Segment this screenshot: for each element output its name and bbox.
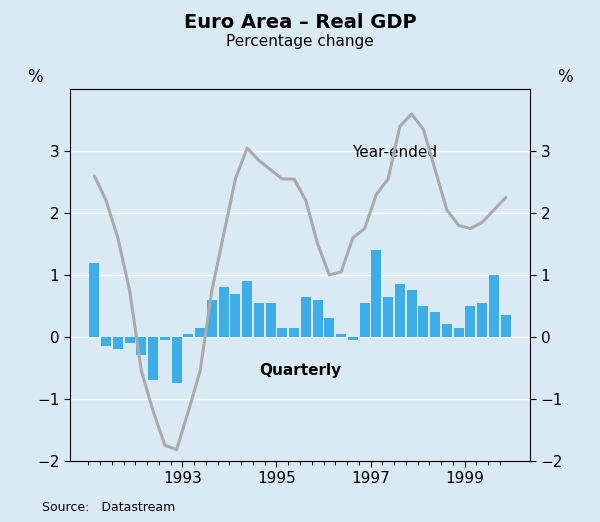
Bar	[442, 325, 452, 337]
Bar	[336, 334, 346, 337]
Bar	[113, 337, 123, 349]
Bar	[395, 284, 405, 337]
Bar	[136, 337, 146, 355]
Bar	[207, 300, 217, 337]
Bar	[301, 296, 311, 337]
Bar	[254, 303, 264, 337]
Bar	[371, 250, 382, 337]
Bar	[148, 337, 158, 380]
Text: Euro Area – Real GDP: Euro Area – Real GDP	[184, 13, 416, 32]
Text: Percentage change: Percentage change	[226, 34, 374, 49]
Bar	[277, 328, 287, 337]
Text: Year-ended: Year-ended	[352, 146, 437, 160]
Bar	[477, 303, 487, 337]
Bar	[125, 337, 134, 343]
Bar	[289, 328, 299, 337]
Bar	[89, 263, 99, 337]
Text: Quarterly: Quarterly	[259, 363, 341, 378]
Bar	[313, 300, 323, 337]
Bar	[101, 337, 111, 346]
Bar	[418, 306, 428, 337]
Bar	[184, 334, 193, 337]
Bar	[466, 306, 475, 337]
Bar	[230, 293, 241, 337]
Bar	[430, 312, 440, 337]
Bar	[359, 303, 370, 337]
Bar	[489, 275, 499, 337]
Bar	[266, 303, 275, 337]
Bar	[454, 328, 464, 337]
Bar	[172, 337, 182, 383]
Bar	[348, 337, 358, 340]
Bar	[383, 296, 393, 337]
Bar	[501, 315, 511, 337]
Bar	[160, 337, 170, 340]
Text: Source:   Datastream: Source: Datastream	[42, 501, 175, 514]
Text: %: %	[557, 67, 572, 86]
Text: %: %	[28, 67, 43, 86]
Bar	[242, 281, 252, 337]
Bar	[325, 318, 334, 337]
Bar	[407, 290, 416, 337]
Bar	[195, 328, 205, 337]
Bar	[218, 287, 229, 337]
